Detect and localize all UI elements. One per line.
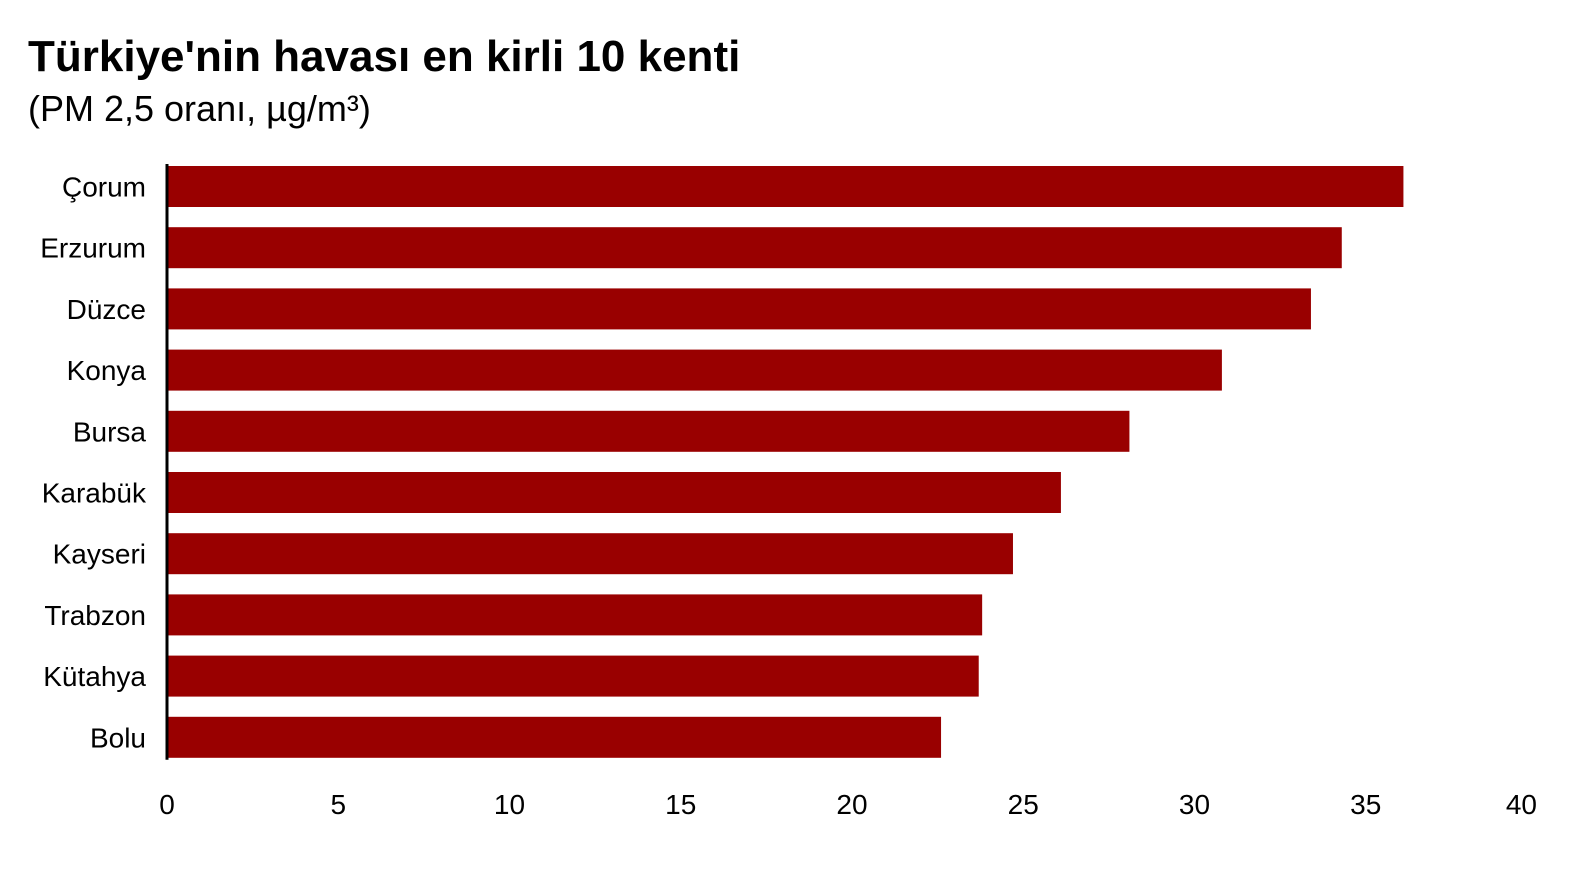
x-tick-label: 10	[494, 789, 525, 820]
category-label: Kayseri	[53, 539, 146, 570]
category-label: Konya	[67, 355, 147, 386]
chart-subtitle: (PM 2,5 oranı, µg/m³)	[28, 88, 371, 129]
x-tick-label: 25	[1008, 789, 1039, 820]
bars-group	[167, 166, 1404, 758]
bar	[167, 227, 1342, 269]
bar	[167, 410, 1130, 452]
category-labels: Çorum Erzurum Düzce Konya Bursa Karabük Kayser…	[40, 172, 147, 754]
category-label: Erzurum	[40, 233, 146, 264]
bar	[167, 288, 1311, 330]
bar	[167, 533, 1013, 575]
x-tick-label: 30	[1179, 789, 1210, 820]
category-label: Çorum	[62, 172, 146, 203]
x-tick-label: 35	[1350, 789, 1381, 820]
category-label: Karabük	[42, 478, 147, 509]
bar	[167, 349, 1222, 391]
category-label: Bursa	[73, 416, 147, 447]
x-tick-label: 5	[330, 789, 346, 820]
chart-title: Türkiye'nin havası en kirli 10 kenti	[28, 32, 741, 81]
category-label: Düzce	[67, 294, 146, 325]
category-label: Bolu	[90, 722, 146, 753]
x-tick-labels: 0 5 10 15 20 25 30 35 40	[159, 789, 1537, 820]
bar	[167, 166, 1404, 207]
bar	[167, 716, 942, 758]
x-tick-label: 20	[836, 789, 867, 820]
category-label: Trabzon	[44, 600, 146, 631]
bar	[167, 655, 979, 697]
x-tick-label: 40	[1506, 789, 1537, 820]
x-tick-label: 15	[665, 789, 696, 820]
bar	[167, 472, 1061, 513]
category-label: Kütahya	[43, 661, 146, 692]
x-tick-label: 0	[159, 789, 175, 820]
bar	[167, 594, 983, 636]
